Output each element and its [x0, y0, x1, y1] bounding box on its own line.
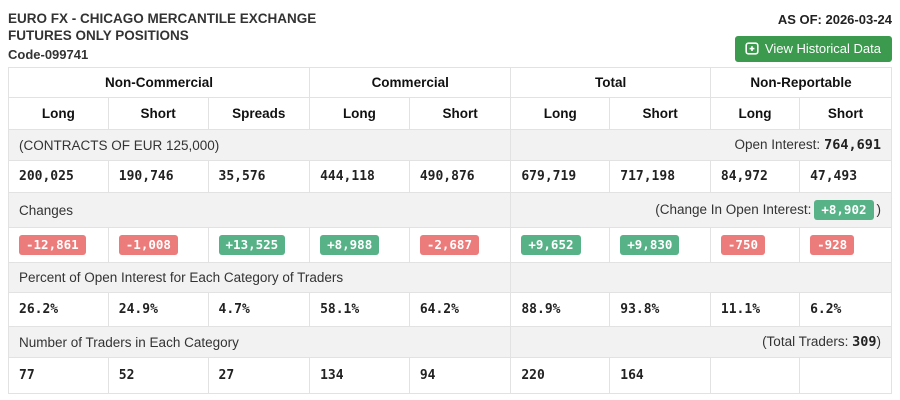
group-header-row: Non-Commercial Commercial Total Non-Repo… [7, 67, 893, 98]
group-header-non-commercial: Non-Commercial [7, 67, 311, 98]
change-badge: -12,861 [19, 235, 86, 255]
percents-row: 26.2% 24.9% 4.7% 58.1% 64.2% 88.9% 93.8%… [8, 292, 892, 327]
traders-row: 77 52 27 134 94 220 164 [8, 357, 892, 394]
header-right: AS OF: 2026-03-24 View Historical Data [734, 10, 892, 62]
change-in-oi-badge: +8,902 [814, 200, 874, 220]
position-cell: 679,719 [510, 160, 611, 193]
position-cell: 47,493 [799, 160, 892, 193]
changes-band-row: Changes (Change In Open Interest: +8,902) [7, 192, 892, 228]
change-badge: -1,008 [118, 235, 178, 255]
traders-cell: 94 [408, 357, 512, 394]
percent-label: Percent of Open Interest for Each Catego… [7, 262, 512, 293]
position-cell: 35,576 [207, 160, 311, 193]
percent-band-row: Percent of Open Interest for Each Catego… [7, 262, 892, 293]
as-of-date: AS OF: 2026-03-24 [777, 12, 892, 27]
traders-cell [709, 357, 801, 394]
changes-label: Changes [7, 192, 512, 228]
positions-row: 200,025 190,746 35,576 444,118 490,876 6… [8, 160, 892, 193]
page-title: EURO FX - CHICAGO MERCANTILE EXCHANGE [8, 11, 317, 26]
contract-titles: EURO FX - CHICAGO MERCANTILE EXCHANGE FU… [8, 10, 316, 63]
change-badge: -750 [720, 235, 766, 255]
percent-cell: 64.2% [408, 292, 512, 327]
page-header: EURO FX - CHICAGO MERCANTILE EXCHANGE FU… [0, 0, 900, 67]
contract-code: Code-099741 [8, 47, 89, 62]
open-interest-cell: Open Interest: 764,691 [510, 129, 892, 161]
col-header-nr-long: Long [709, 97, 801, 130]
percent-cell: 11.1% [709, 292, 801, 327]
group-header-total: Total [510, 67, 711, 98]
change-in-oi-prefix: (Change In Open Interest: [655, 202, 812, 217]
position-cell: 444,118 [309, 160, 410, 193]
contracts-label: (CONTRACTS OF EUR 125,000) [7, 129, 512, 161]
position-cell: 717,198 [609, 160, 711, 193]
open-interest-label: Open Interest: [734, 137, 821, 152]
percent-cell: 26.2% [8, 292, 109, 327]
col-header-nc-long: Long [8, 97, 109, 130]
page-subtitle: FUTURES ONLY POSITIONS [8, 28, 189, 43]
change-cell: +9,830 [609, 227, 711, 263]
position-cell: 200,025 [8, 160, 109, 193]
change-cell: -750 [709, 227, 801, 263]
traders-label: Number of Traders in Each Category [7, 326, 512, 358]
percent-cell: 4.7% [207, 292, 311, 327]
traders-cell: 134 [309, 357, 410, 394]
percent-cell: 93.8% [609, 292, 711, 327]
change-in-open-interest-cell: (Change In Open Interest: +8,902) [510, 192, 892, 228]
col-header-t-short: Short [609, 97, 711, 130]
traders-cell: 220 [510, 357, 611, 394]
change-badge: -928 [810, 235, 855, 255]
cot-table: Non-Commercial Commercial Total Non-Repo… [7, 67, 893, 394]
position-cell: 490,876 [408, 160, 512, 193]
change-cell: -928 [799, 227, 892, 263]
change-badge: +13,525 [218, 235, 286, 255]
contracts-band-row: (CONTRACTS OF EUR 125,000) Open Interest… [7, 129, 892, 161]
change-badge: +8,988 [320, 235, 380, 255]
col-header-nc-spreads: Spreads [207, 97, 311, 130]
col-header-nc-short: Short [107, 97, 209, 130]
change-cell: +13,525 [207, 227, 311, 263]
traders-cell: 27 [207, 357, 311, 394]
position-cell: 84,972 [709, 160, 801, 193]
total-traders-value: 309 [852, 334, 877, 350]
open-interest-value: 764,691 [824, 137, 881, 153]
col-header-c-short: Short [408, 97, 512, 130]
traders-cell: 52 [107, 357, 209, 394]
change-in-oi-suffix: ) [876, 202, 882, 217]
total-traders-prefix: (Total Traders: [762, 334, 849, 349]
change-cell: +9,652 [510, 227, 611, 263]
calendar-plus-icon [745, 42, 759, 55]
view-historical-data-button[interactable]: View Historical Data [734, 36, 892, 62]
group-header-commercial: Commercial [309, 67, 512, 98]
traders-band-row: Number of Traders in Each Category (Tota… [7, 326, 892, 358]
percent-cell: 6.2% [799, 292, 892, 327]
col-header-nr-short: Short [799, 97, 892, 130]
column-header-row: Long Short Spreads Long Short Long Short… [8, 97, 892, 130]
position-cell: 190,746 [107, 160, 209, 193]
traders-cell [799, 357, 892, 394]
view-historical-data-label: View Historical Data [764, 41, 881, 56]
change-badge: +9,652 [521, 235, 581, 255]
total-traders-suffix: ) [876, 334, 882, 349]
change-cell: -12,861 [8, 227, 109, 263]
change-badge: -2,687 [419, 235, 479, 255]
changes-row: -12,861 -1,008 +13,525 +8,988 -2,687 +9,… [8, 227, 892, 263]
col-header-c-long: Long [309, 97, 410, 130]
group-header-non-reportable: Non-Reportable [709, 67, 893, 98]
percent-band-right [510, 262, 892, 293]
percent-cell: 24.9% [107, 292, 209, 327]
change-cell: -2,687 [408, 227, 512, 263]
percent-cell: 58.1% [309, 292, 410, 327]
total-traders-cell: (Total Traders: 309) [510, 326, 892, 358]
traders-cell: 164 [609, 357, 711, 394]
percent-cell: 88.9% [510, 292, 611, 327]
change-badge: +9,830 [620, 235, 680, 255]
change-cell: -1,008 [107, 227, 209, 263]
traders-cell: 77 [8, 357, 109, 394]
change-cell: +8,988 [309, 227, 410, 263]
col-header-t-long: Long [510, 97, 611, 130]
